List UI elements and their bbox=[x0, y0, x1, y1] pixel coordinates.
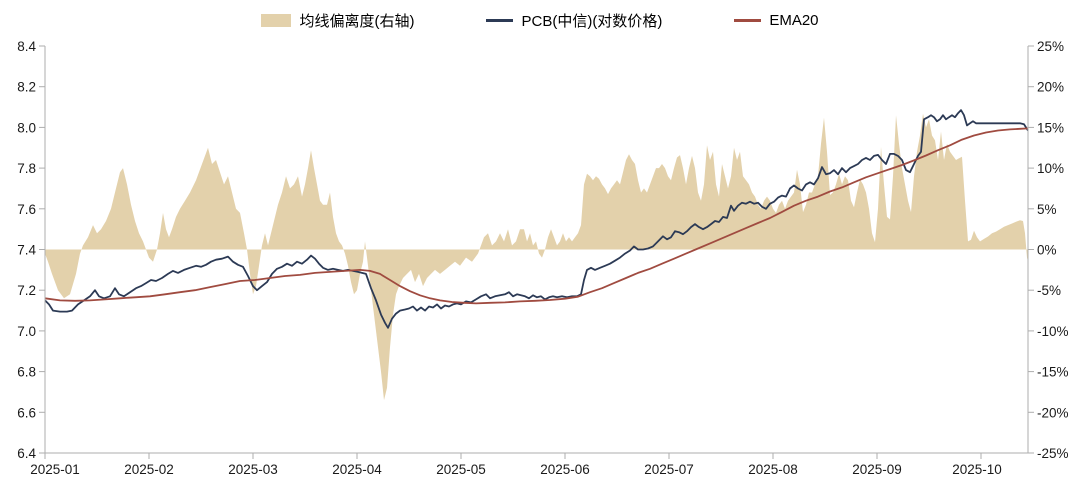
right-axis-tick-label: -5% bbox=[1037, 283, 1061, 298]
left-axis-tick-label: 7.0 bbox=[17, 324, 36, 339]
right-axis-tick-label: -25% bbox=[1037, 446, 1069, 461]
price-line-swatch bbox=[486, 19, 514, 22]
legend-label-deviation: 均线偏离度(右轴) bbox=[299, 13, 415, 30]
legend-item-price: PCB(中信)(对数价格) bbox=[486, 10, 662, 31]
deviation-area bbox=[45, 113, 1028, 401]
ema-line bbox=[44, 127, 1029, 305]
x-axis-tick-label: 2025-01 bbox=[30, 462, 80, 477]
x-axis-tick-label: 2025-05 bbox=[436, 462, 486, 477]
legend-label-price: PCB(中信)(对数价格) bbox=[521, 13, 663, 30]
x-axis-tick-label: 2025-08 bbox=[748, 462, 798, 477]
x-axis-tick-label: 2025-03 bbox=[228, 462, 278, 477]
right-axis-tick-label: 15% bbox=[1037, 120, 1064, 135]
right-axis-tick-label: 5% bbox=[1037, 202, 1057, 217]
price-line bbox=[44, 109, 1029, 329]
x-axis-tick-label: 2025-04 bbox=[332, 462, 382, 477]
right-axis-tick-label: 0% bbox=[1037, 243, 1057, 258]
legend-item-ema: EMA20 bbox=[734, 12, 819, 29]
right-axis-tick-label: 20% bbox=[1037, 80, 1064, 95]
x-axis-tick-label: 2025-09 bbox=[852, 462, 902, 477]
legend: 均线偏离度(右轴) PCB(中信)(对数价格) EMA20 bbox=[0, 10, 1080, 31]
x-axis-tick-label: 2025-06 bbox=[540, 462, 590, 477]
x-axis-tick-label: 2025-07 bbox=[644, 462, 694, 477]
left-axis-tick-label: 7.8 bbox=[17, 161, 36, 176]
left-axis-tick-label: 6.4 bbox=[17, 446, 36, 461]
right-axis-tick-label: -20% bbox=[1037, 405, 1069, 420]
left-axis-tick-label: 7.2 bbox=[17, 283, 36, 298]
x-axis-tick-label: 2025-10 bbox=[952, 462, 1002, 477]
legend-item-deviation: 均线偏离度(右轴) bbox=[261, 10, 414, 31]
left-axis-tick-label: 7.6 bbox=[17, 202, 36, 217]
legend-label-ema: EMA20 bbox=[769, 12, 819, 29]
right-axis-tick-label: 10% bbox=[1037, 161, 1064, 176]
left-axis-tick-label: 6.6 bbox=[17, 405, 36, 420]
right-axis-tick-label: -15% bbox=[1037, 365, 1069, 380]
ema-line-swatch bbox=[734, 19, 762, 22]
deviation-area-swatch bbox=[261, 14, 292, 27]
left-axis-tick-label: 8.2 bbox=[17, 80, 36, 95]
left-axis-tick-label: 8.0 bbox=[17, 120, 36, 135]
left-axis-tick-label: 7.4 bbox=[17, 243, 36, 258]
left-axis-tick-label: 6.8 bbox=[17, 365, 36, 380]
right-axis-tick-label: 25% bbox=[1037, 39, 1064, 54]
right-axis-tick-label: -10% bbox=[1037, 324, 1069, 339]
x-axis-tick-label: 2025-02 bbox=[124, 462, 174, 477]
left-axis-tick-label: 8.4 bbox=[17, 39, 36, 54]
